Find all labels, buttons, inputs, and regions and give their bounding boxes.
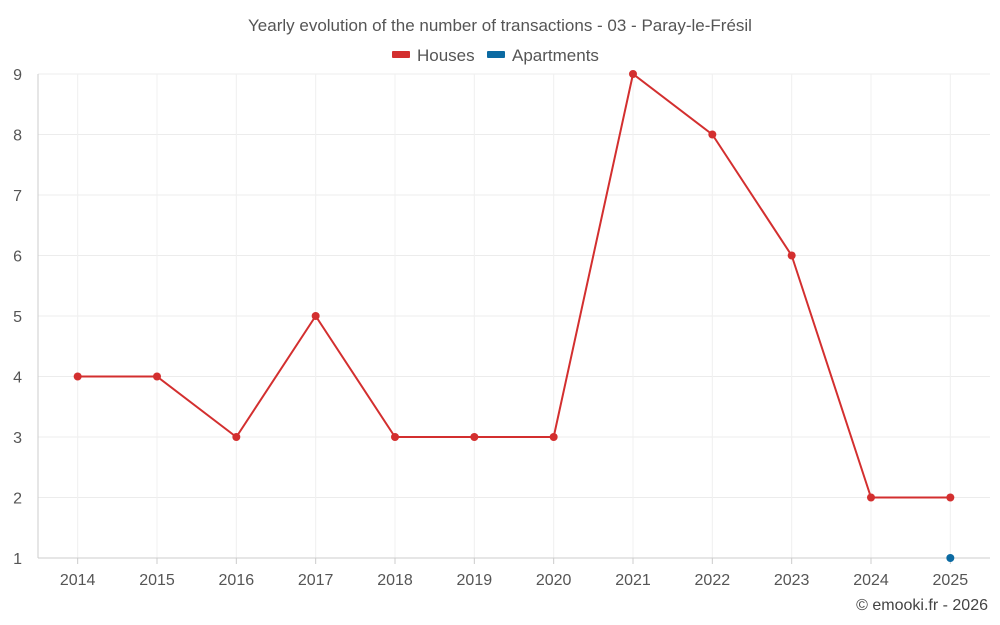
- y-tick-label: 1: [13, 551, 22, 568]
- x-tick-label: 2025: [933, 572, 969, 589]
- x-tick-label: 2024: [853, 572, 889, 589]
- x-tick-label: 2015: [139, 572, 175, 589]
- series-line-houses: [77, 73, 951, 499]
- data-point-apartments[interactable]: [946, 554, 955, 562]
- data-point-houses[interactable]: [73, 372, 82, 381]
- y-tick-label: 9: [13, 67, 22, 84]
- y-tick-label: 6: [13, 249, 22, 266]
- data-point-houses[interactable]: [311, 312, 320, 320]
- y-tick-label: 3: [13, 430, 22, 447]
- x-tick-label: 2017: [298, 572, 334, 589]
- x-tick-label: 2014: [60, 572, 96, 589]
- gridlines: [38, 73, 990, 558]
- data-point-houses[interactable]: [391, 433, 399, 441]
- x-tick-label: 2018: [377, 572, 413, 589]
- y-tick-label: 2: [13, 491, 22, 508]
- chart-title: Yearly evolution of the number of transa…: [248, 16, 752, 35]
- data-point-houses[interactable]: [470, 433, 479, 441]
- data-point-houses[interactable]: [153, 372, 161, 381]
- data-point-houses[interactable]: [549, 433, 558, 441]
- legend: Houses Apartments: [392, 46, 599, 65]
- legend-label-apartments: Apartments: [512, 46, 599, 65]
- y-tick-label: 7: [13, 188, 22, 205]
- legend-label-houses: Houses: [417, 46, 475, 65]
- y-tick-label: 5: [13, 309, 22, 326]
- x-tick-label: 2023: [774, 572, 810, 589]
- legend-item-houses[interactable]: Houses: [392, 46, 475, 65]
- x-tick-label: 2019: [457, 572, 493, 589]
- data-point-houses[interactable]: [232, 433, 241, 441]
- data-point-houses[interactable]: [708, 130, 717, 139]
- data-point-houses[interactable]: [867, 493, 875, 502]
- x-tick-label: 2022: [695, 572, 731, 589]
- axes: 1 2 3 4 5 6 7 8 9 2014 2015 2016 2017 2018 2019 2020 202…: [13, 67, 990, 589]
- data-point-houses[interactable]: [629, 70, 637, 78]
- x-tick-label: 2016: [219, 572, 255, 589]
- legend-swatch-apartments: [487, 51, 505, 58]
- legend-item-apartments[interactable]: Apartments: [487, 46, 599, 65]
- data-point-houses[interactable]: [787, 251, 796, 260]
- y-tick-label: 8: [13, 128, 22, 145]
- credit-text: © emooki.fr - 2026: [856, 597, 988, 614]
- x-tick-label: 2020: [536, 572, 572, 589]
- y-tick-label: 4: [13, 370, 22, 387]
- data-point-houses[interactable]: [946, 493, 955, 502]
- legend-swatch-houses: [392, 51, 410, 58]
- x-tick-label: 2021: [615, 572, 651, 589]
- series: [73, 70, 955, 562]
